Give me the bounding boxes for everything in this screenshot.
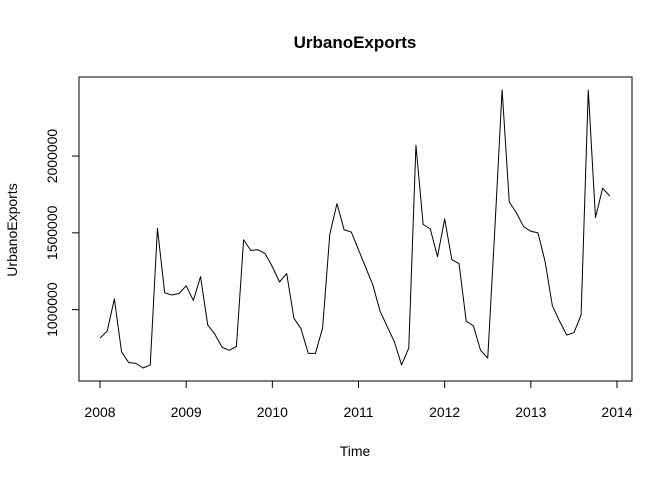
x-tick-label: 2013 bbox=[515, 404, 546, 420]
y-axis-label: UrbanoExports bbox=[4, 183, 20, 276]
chart-title: UrbanoExports bbox=[294, 33, 417, 52]
x-axis: 2008 2009 2010 2011 2012 2013 2014 bbox=[84, 380, 633, 420]
x-tick-label: 2008 bbox=[84, 404, 115, 420]
y-tick-label: 2000000 bbox=[44, 129, 60, 184]
y-tick-label: 1500000 bbox=[44, 205, 60, 260]
x-tick-label: 2009 bbox=[171, 404, 202, 420]
x-tick-label: 2011 bbox=[343, 404, 373, 420]
y-tick-label: 1000000 bbox=[44, 282, 60, 337]
x-tick-label: 2010 bbox=[257, 404, 288, 420]
plot-area bbox=[78, 76, 633, 382]
x-tick-label: 2014 bbox=[601, 404, 632, 420]
x-tick-label: 2012 bbox=[429, 404, 460, 420]
y-axis: 1000000 1500000 2000000 bbox=[44, 129, 80, 337]
series-group bbox=[99, 89, 611, 369]
x-axis-label: Time bbox=[340, 443, 371, 459]
series-line bbox=[99, 89, 611, 369]
